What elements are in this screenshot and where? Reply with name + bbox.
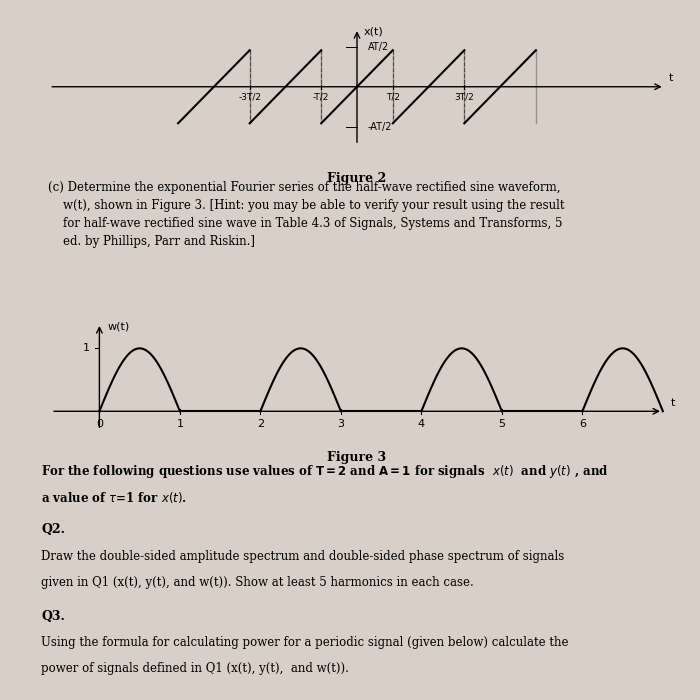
Text: Figure 3: Figure 3 xyxy=(328,451,386,464)
Text: T/2: T/2 xyxy=(386,92,400,102)
Text: t: t xyxy=(671,398,676,408)
Text: For the following questions use values of $\mathbf{T=2}$ and $\mathbf{A=1}$ for : For the following questions use values o… xyxy=(41,463,609,480)
Text: Q3.: Q3. xyxy=(41,610,65,623)
Text: t: t xyxy=(668,73,673,83)
Text: a value of $\tau$=1 for $x(t)$.: a value of $\tau$=1 for $x(t)$. xyxy=(41,489,188,505)
Text: 3T/2: 3T/2 xyxy=(454,92,474,102)
Text: Q2.: Q2. xyxy=(41,524,65,536)
Text: 2: 2 xyxy=(257,419,264,429)
Text: power of signals defined in Q1 (x(t), y(t),  and w(t)).: power of signals defined in Q1 (x(t), y(… xyxy=(41,662,349,675)
Text: -AT/2: -AT/2 xyxy=(368,122,392,132)
Text: -T/2: -T/2 xyxy=(313,92,330,102)
Text: Using the formula for calculating power for a periodic signal (given below) calc: Using the formula for calculating power … xyxy=(41,636,569,649)
Text: given in Q1 (x(t), y(t), and w(t)). Show at least 5 harmonics in each case.: given in Q1 (x(t), y(t), and w(t)). Show… xyxy=(41,575,474,589)
Text: -3T/2: -3T/2 xyxy=(238,92,261,102)
Text: AT/2: AT/2 xyxy=(368,41,389,52)
Text: 6: 6 xyxy=(579,419,586,429)
Text: 1: 1 xyxy=(176,419,183,429)
Text: Draw the double-sided amplitude spectrum and double-sided phase spectrum of sign: Draw the double-sided amplitude spectrum… xyxy=(41,550,565,563)
Text: 4: 4 xyxy=(418,419,425,429)
Text: Figure 2: Figure 2 xyxy=(328,172,386,186)
Text: 5: 5 xyxy=(498,419,505,429)
Text: w(t): w(t) xyxy=(108,322,130,332)
Text: 0: 0 xyxy=(96,419,103,429)
Text: 1: 1 xyxy=(83,343,90,354)
Text: 3: 3 xyxy=(337,419,344,429)
Text: x(t): x(t) xyxy=(364,27,384,36)
Text: (c) Determine the exponential Fourier series of the half-wave rectified sine wav: (c) Determine the exponential Fourier se… xyxy=(48,181,564,248)
